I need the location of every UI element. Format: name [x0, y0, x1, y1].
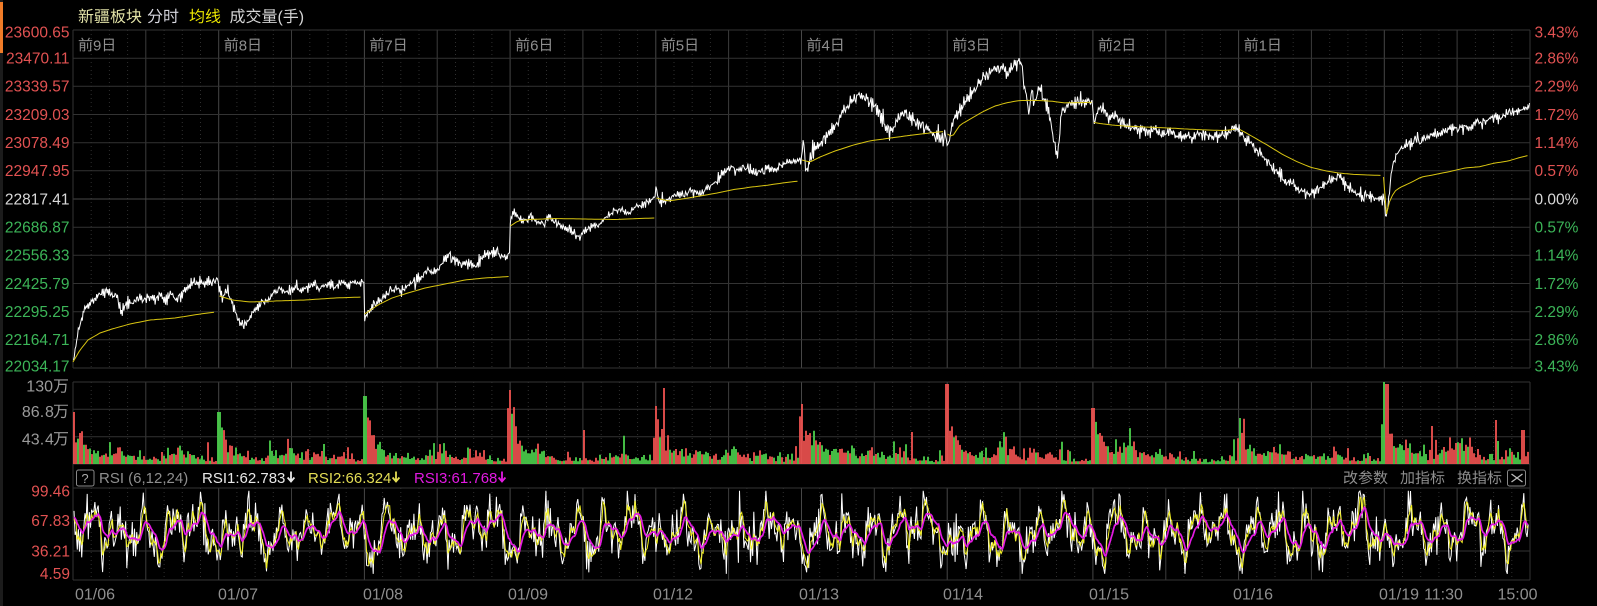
svg-text:4: 4 [45, 431, 54, 448]
svg-text:01/13: 01/13 [799, 587, 839, 604]
svg-text:23339.57: 23339.57 [5, 79, 70, 96]
svg-text:4.59: 4.59 [40, 566, 70, 583]
svg-text:23209.03: 23209.03 [5, 107, 70, 124]
svg-text:6: 6 [31, 404, 40, 421]
svg-text:36.21: 36.21 [31, 543, 70, 560]
svg-text:22295.25: 22295.25 [5, 304, 70, 321]
svg-text:7: 7 [384, 37, 392, 54]
svg-text:23600.65: 23600.65 [5, 24, 70, 41]
svg-text:8: 8 [45, 404, 54, 421]
svg-text:01/19: 01/19 [1379, 587, 1419, 604]
svg-text:22817.41: 22817.41 [5, 191, 70, 208]
svg-text:1.14%: 1.14% [1535, 135, 1579, 152]
svg-text:01/07: 01/07 [218, 587, 258, 604]
svg-text:4: 4 [822, 37, 830, 54]
svg-text:0.57%: 0.57% [1535, 220, 1579, 237]
svg-text:8: 8 [22, 404, 31, 421]
svg-text:1.72%: 1.72% [1535, 276, 1579, 293]
svg-text:1.72%: 1.72% [1535, 107, 1579, 124]
svg-text:67.83: 67.83 [31, 513, 70, 530]
svg-text:): ) [299, 9, 304, 26]
svg-text:1: 1 [1259, 37, 1267, 54]
svg-text:01/08: 01/08 [363, 587, 403, 604]
svg-text:22034.17: 22034.17 [5, 358, 70, 375]
svg-text:.: . [40, 431, 44, 448]
svg-text:RSI (6,12,24): RSI (6,12,24) [99, 470, 188, 487]
svg-text:1: 1 [26, 379, 35, 396]
svg-text:.: . [40, 404, 44, 421]
svg-text:01/12: 01/12 [653, 587, 693, 604]
svg-text:0: 0 [44, 379, 53, 396]
svg-text:22947.95: 22947.95 [5, 163, 70, 180]
svg-text:5: 5 [676, 37, 684, 54]
svg-text:0.57%: 0.57% [1535, 163, 1579, 180]
svg-text:23078.49: 23078.49 [5, 135, 70, 152]
svg-text:01/15: 01/15 [1089, 587, 1129, 604]
svg-text:(: ( [278, 9, 284, 26]
svg-text:22556.33: 22556.33 [5, 248, 70, 265]
svg-text:3: 3 [967, 37, 975, 54]
svg-text:01/16: 01/16 [1233, 587, 1273, 604]
svg-text:2.86%: 2.86% [1535, 51, 1579, 68]
svg-text:RSI2:66.324: RSI2:66.324 [308, 470, 391, 487]
svg-text:1.14%: 1.14% [1535, 248, 1579, 265]
svg-text:?: ? [81, 471, 88, 486]
svg-text:99.46: 99.46 [31, 483, 70, 500]
svg-text:RSI1:62.783: RSI1:62.783 [202, 470, 285, 487]
svg-text:01/06: 01/06 [75, 587, 115, 604]
svg-text:RSI3:61.768: RSI3:61.768 [414, 470, 497, 487]
svg-text:2.29%: 2.29% [1535, 79, 1579, 96]
svg-text:22425.79: 22425.79 [5, 276, 70, 293]
svg-text:3: 3 [35, 379, 44, 396]
svg-text:01/09: 01/09 [508, 587, 548, 604]
svg-text:22686.87: 22686.87 [5, 220, 70, 237]
svg-text:2.86%: 2.86% [1535, 332, 1579, 349]
svg-text:01/14: 01/14 [943, 587, 983, 604]
svg-text:8: 8 [239, 37, 247, 54]
svg-text:11:30: 11:30 [1424, 587, 1463, 604]
svg-text:6: 6 [530, 37, 538, 54]
svg-text:23470.11: 23470.11 [6, 51, 70, 68]
svg-text:3: 3 [31, 431, 40, 448]
svg-text:2.29%: 2.29% [1535, 304, 1579, 321]
svg-text:0.00%: 0.00% [1535, 191, 1579, 208]
svg-text:3.43%: 3.43% [1535, 358, 1579, 375]
svg-text:2: 2 [1113, 37, 1121, 54]
svg-text:22164.71: 22164.71 [5, 332, 70, 349]
svg-text:3.43%: 3.43% [1535, 24, 1579, 41]
svg-text:4: 4 [22, 431, 31, 448]
svg-text:15:00: 15:00 [1497, 587, 1537, 604]
svg-text:9: 9 [93, 37, 101, 54]
